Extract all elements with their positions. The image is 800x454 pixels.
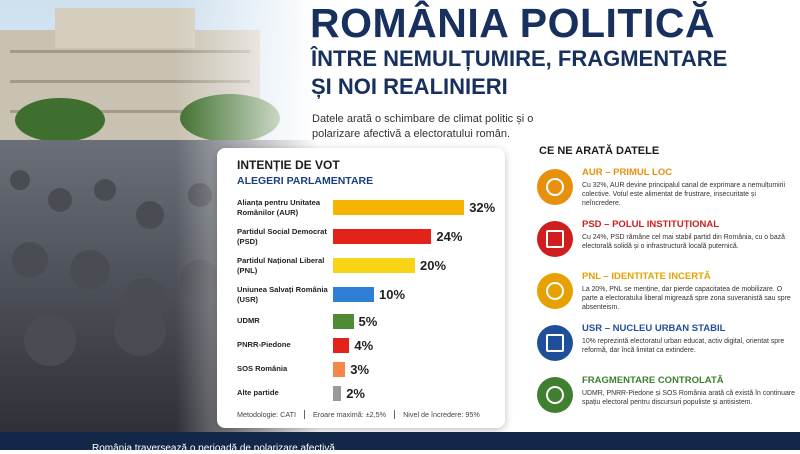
methodology-item: Nivel de încredere: 95% [394,410,480,419]
insight-body: PNL – IDENTITATE INCERTĂ La 20%, PNL se m… [582,271,795,313]
bar-row: Alte partide 2% [237,381,497,405]
background-photo [0,0,320,432]
chart-card: INTENȚIE DE VOT ALEGERI PARLAMENTARE Ali… [217,148,505,428]
bar-row: SOS România 3% [237,357,497,381]
bar [333,337,350,353]
insight-icon [537,377,573,413]
value-label: 24% [436,229,463,244]
subtitle: ȘI NOI REALINIERI [311,74,508,99]
bar [333,200,465,215]
bar-row: UDMR 5% [237,309,497,333]
insight-text: UDMR, PNRR-Piedone și SOS România arată … [582,390,795,407]
category-label: Uniunea Salvați România (USR) [237,285,328,304]
insights-panel: CE NE ARATĂ DATELE AUR – PRIMUL LOC Cu 32… [523,145,795,427]
bar [333,229,432,244]
bar-row: Partidul Național Liberal (PNL) 20% [237,251,497,280]
bar-row: Partidul Social Democrat (PSD) 24% [237,222,497,251]
methodology: Metodologie: CATI Eroare maximă: ±2,5% Niv… [237,410,480,419]
description: Datele arată o schimbare de climat polit… [312,113,534,140]
value-label: 10% [379,287,406,302]
insight-icon [537,273,573,309]
subtitle: ÎNTRE NEMULȚUMIRE, FRAGMENTARE [311,46,728,71]
insight-icon [537,325,573,361]
category-label: Partidul Național Liberal (PNL) [237,256,325,275]
icon-glyph [546,334,564,352]
insight-title: USR – NUCLEU URBAN STABIL [582,323,726,334]
bar-row: Alianța pentru Unitatea Românilor (AUR) 3… [237,193,497,222]
bar [333,287,374,302]
insight-text: Cu 24%, PSD rămâne cel mai stabil partid… [582,234,785,251]
insight-icon [537,169,573,205]
bar-row: PNRR-Piedone 4% [237,333,497,357]
methodology-item: Metodologie: CATI [237,410,296,419]
icon-glyph [546,282,564,300]
category-label: PNRR-Piedone [237,340,291,350]
insight-body: AUR – PRIMUL LOC Cu 32%, AUR devine princ… [582,167,795,209]
insight-body: USR – NUCLEU URBAN STABIL 10% reprezintă … [582,323,795,355]
insight-title: FRAGMENTARE CONTROLATĂ [582,375,724,386]
insight-title: PSD – POLUL INSTITUȚIONAL [582,219,720,230]
bar [333,258,415,273]
insight: USR – NUCLEU URBAN STABIL 10% reprezintă … [523,323,795,375]
banner-text: România traversează o perioadă de polari… [92,443,335,454]
value-label: 2% [346,385,365,401]
insight-title: AUR – PRIMUL LOC [582,167,673,178]
value-label: 32% [469,200,496,215]
icon-glyph [546,178,564,196]
insight-text: 10% reprezintă electoratul urban educat,… [582,338,785,355]
page-title: ROMÂNIA POLITICĂ [310,0,716,46]
category-label: Partidul Social Democrat (PSD) [237,227,327,246]
icon-glyph [546,230,564,248]
chart-title: INTENȚIE DE VOT [237,158,340,172]
insight: PSD – POLUL INSTITUȚIONAL Cu 24%, PSD răm… [523,219,795,271]
category-label: Alianța pentru Unitatea Românilor (AUR) [237,198,321,217]
category-label: Alte partide [237,388,279,398]
category-label: SOS România [237,364,288,374]
icon-glyph [546,386,564,404]
insight: AUR – PRIMUL LOC Cu 32%, AUR devine princ… [523,167,795,219]
insights-title: CE NE ARATĂ DATELE [539,145,660,157]
methodology-item: Eroare maximă: ±2,5% [304,410,386,419]
insight-text: La 20%, PNL se menține, dar pierde capac… [582,286,791,312]
bar [333,361,346,377]
insight-list: AUR – PRIMUL LOC Cu 32%, AUR devine princ… [523,167,795,427]
insight-text: Cu 32%, AUR devine principalul canal de … [582,182,785,208]
value-label: 4% [354,337,374,353]
bar [333,313,354,329]
insight-body: FRAGMENTARE CONTROLATĂ UDMR, PNRR-Piedone… [582,375,795,407]
bottom-banner [0,432,800,450]
bar [333,385,342,401]
insight: FRAGMENTARE CONTROLATĂ UDMR, PNRR-Piedone… [523,375,795,427]
value-label: 20% [420,258,447,273]
insight-title: PNL – IDENTITATE INCERTĂ [582,271,711,282]
value-label: 5% [358,313,378,329]
insight-body: PSD – POLUL INSTITUȚIONAL Cu 24%, PSD răm… [582,219,795,251]
bar-row: Uniunea Salvați România (USR) 10% [237,280,497,309]
insight-icon [537,221,573,257]
value-label: 3% [350,361,370,377]
chart-subtitle: ALEGERI PARLAMENTARE [237,175,374,187]
insight: PNL – IDENTITATE INCERTĂ La 20%, PNL se m… [523,271,795,323]
category-label: UDMR [237,316,260,326]
bar-rows: Alianța pentru Unitatea Românilor (AUR) 3… [237,193,497,405]
